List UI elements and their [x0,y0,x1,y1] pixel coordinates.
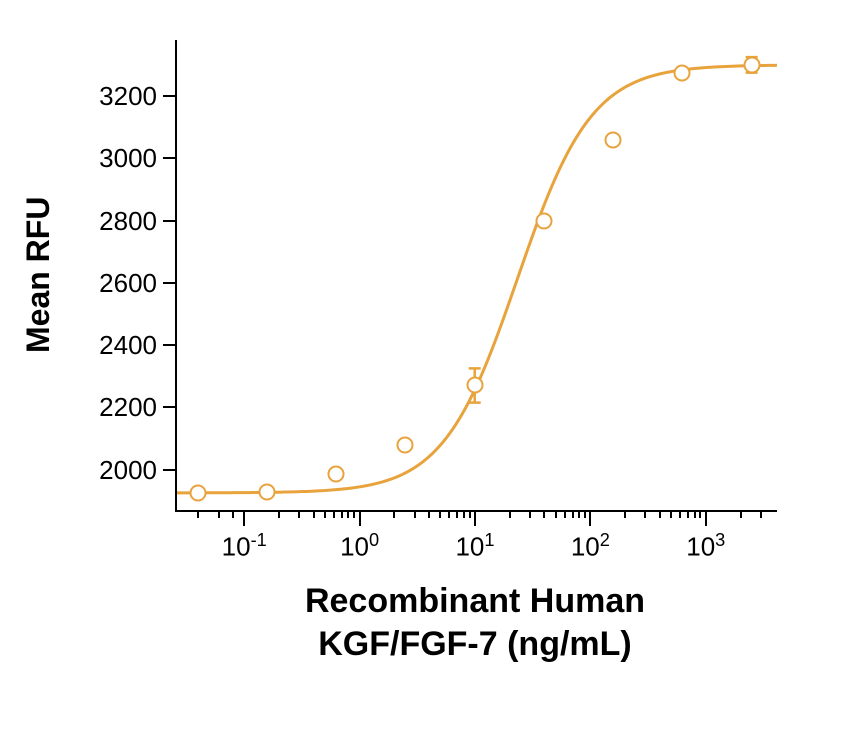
y-tick [163,469,175,471]
x-minor-tick [644,510,646,518]
x-tick-label: 100 [320,530,400,563]
x-minor-tick [456,510,458,518]
x-minor-tick [624,510,626,518]
data-point [259,483,276,500]
x-minor-tick [564,510,566,518]
x-tick-label: 101 [435,530,515,563]
x-tick-label: 103 [666,530,746,563]
data-point [466,377,483,394]
x-minor-tick [298,510,300,518]
y-tick-label: 2400 [99,330,157,361]
x-minor-tick [543,510,545,518]
x-minor-tick [687,510,689,518]
x-minor-tick [463,510,465,518]
x-minor-tick [760,510,762,518]
x-minor-tick [324,510,326,518]
plot-area [175,40,777,512]
x-minor-tick [197,510,199,518]
x-minor-tick [439,510,441,518]
data-point [328,466,345,483]
y-axis-title: Mean RFU [20,40,57,510]
x-minor-tick [218,510,220,518]
dose-response-chart: Mean RFU Recombinant Human KGF/FGF-7 (ng… [0,0,864,736]
x-minor-tick [555,510,557,518]
y-tick [163,220,175,222]
x-minor-tick [393,510,395,518]
x-major-tick [589,510,591,526]
x-tick-label: 10-1 [204,530,284,563]
x-minor-tick [469,510,471,518]
x-minor-tick [659,510,661,518]
y-tick-label: 2800 [99,206,157,237]
x-axis-title: Recombinant Human KGF/FGF-7 (ng/mL) [175,580,775,665]
y-axis-title-text: Mean RFU [20,197,57,353]
data-point [674,64,691,81]
y-tick [163,282,175,284]
x-minor-tick [670,510,672,518]
x-minor-tick [509,510,511,518]
x-axis-title-line1: Recombinant Human [175,580,775,623]
y-tick-label: 3000 [99,143,157,174]
y-tick-label: 2200 [99,392,157,423]
x-minor-tick [353,510,355,518]
y-tick-label: 3200 [99,81,157,112]
x-major-tick [359,510,361,526]
x-minor-tick [341,510,343,518]
y-tick [163,344,175,346]
x-minor-tick [572,510,574,518]
error-bar [177,40,477,190]
x-minor-tick [679,510,681,518]
x-minor-tick [232,510,234,518]
y-tick-label: 2600 [99,268,157,299]
x-major-tick [474,510,476,526]
x-minor-tick [740,510,742,518]
data-point [535,212,552,229]
x-minor-tick [578,510,580,518]
x-minor-tick [414,510,416,518]
x-minor-tick [529,510,531,518]
x-minor-tick [278,510,280,518]
x-minor-tick [448,510,450,518]
x-minor-tick [347,510,349,518]
x-axis-title-line2: KGF/FGF-7 (ng/mL) [175,623,775,666]
x-minor-tick [699,510,701,518]
y-tick [163,406,175,408]
x-major-tick [243,510,245,526]
x-minor-tick [313,510,315,518]
y-tick [163,157,175,159]
x-minor-tick [694,510,696,518]
y-tick-label: 2000 [99,455,157,486]
x-minor-tick [428,510,430,518]
data-point [397,436,414,453]
x-tick-label: 102 [550,530,630,563]
x-major-tick [705,510,707,526]
data-point [189,484,206,501]
x-minor-tick [333,510,335,518]
data-point [743,56,760,73]
data-point [605,131,622,148]
x-minor-tick [584,510,586,518]
y-tick [163,95,175,97]
